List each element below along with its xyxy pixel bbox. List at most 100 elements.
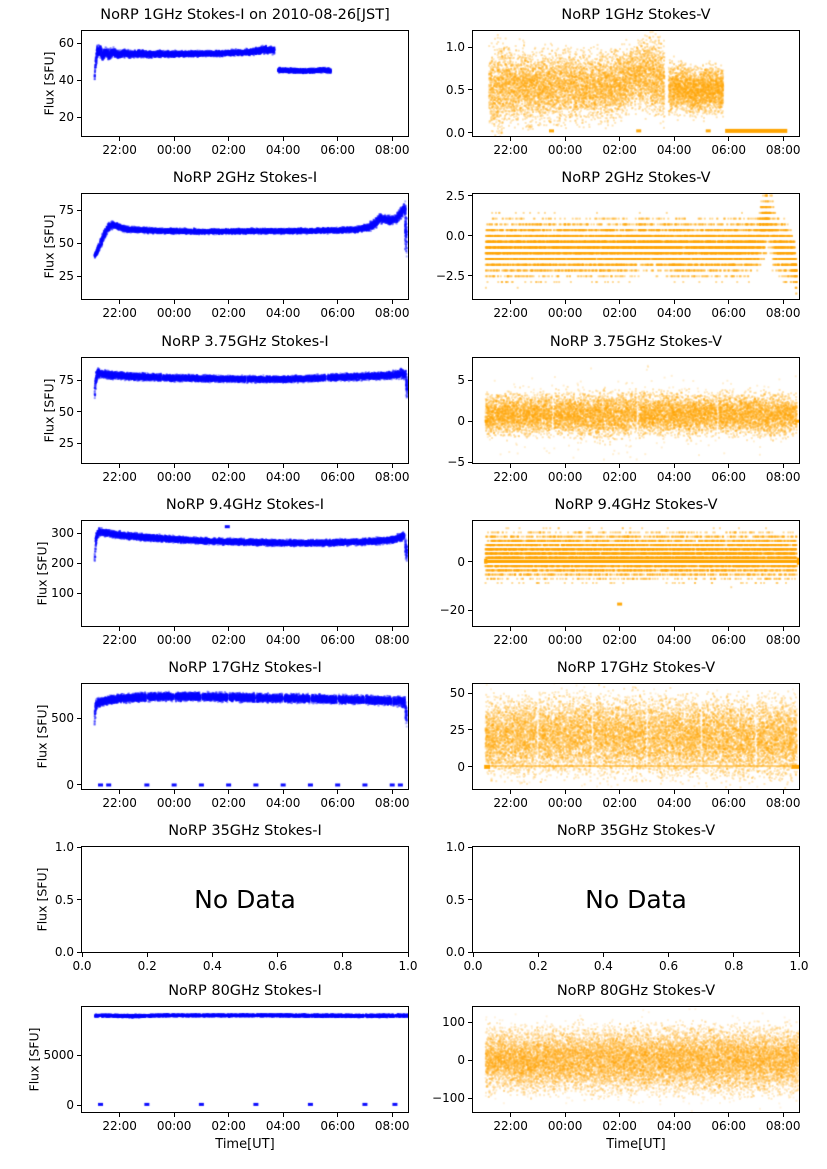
y-tick-label: 1.0	[54, 840, 74, 854]
x-tick-label: 22:00	[102, 633, 137, 647]
y-tick-label: −100	[432, 1091, 465, 1106]
y-tick-mark	[77, 1104, 81, 1106]
x-tick-label: 1.0	[789, 959, 809, 973]
axes-area-80ghz-stokes-v	[472, 1006, 800, 1113]
y-tick-mark	[468, 1021, 472, 1023]
x-tick-label: 06:00	[320, 1119, 355, 1133]
x-tick-mark	[619, 464, 621, 468]
x-tick-label: 02:00	[602, 1119, 637, 1133]
y-tick-mark	[468, 132, 472, 134]
x-tick-label: 04:00	[265, 1119, 301, 1133]
y-tick-label: 1.0	[445, 840, 465, 854]
x-tick-mark	[510, 137, 512, 141]
x-tick-mark	[564, 790, 566, 794]
x-tick-label: 02:00	[211, 470, 246, 484]
x-tick-mark	[619, 1113, 621, 1117]
x-tick-mark	[119, 1113, 121, 1117]
x-tick-mark	[782, 1113, 784, 1117]
plot-title-35ghz-stokes-v: NoRP 35GHz Stokes-V	[556, 823, 716, 839]
plot-canvas-2ghz-stokes-i	[82, 194, 408, 299]
x-tick-mark	[119, 300, 121, 304]
x-tick-label: 0.6	[268, 959, 288, 973]
x-tick-label: 00:00	[547, 306, 583, 320]
y-tick-label: 0	[457, 554, 465, 569]
x-tick-mark	[673, 300, 675, 304]
x-tick-label: 22:00	[102, 470, 137, 484]
x-tick-label: 06:00	[711, 306, 746, 320]
x-tick-mark	[782, 790, 784, 794]
x-tick-label: 06:00	[320, 470, 355, 484]
y-tick-mark	[77, 379, 81, 381]
x-tick-mark	[342, 953, 344, 957]
x-tick-label: 00:00	[156, 143, 192, 157]
plot-title-1ghz-stokes-v: NoRP 1GHz Stokes-V	[561, 7, 711, 23]
x-tick-label: 00:00	[156, 1119, 192, 1133]
y-tick-label: 0	[457, 1053, 465, 1068]
y-tick-label: 0	[66, 1098, 74, 1112]
x-tick-label: 04:00	[656, 796, 692, 810]
x-axis-label: Time[UT]	[606, 1137, 666, 1152]
x-tick-label: 06:00	[320, 633, 355, 647]
x-tick-label: 04:00	[265, 306, 301, 320]
axes-area-17ghz-stokes-v	[472, 683, 800, 790]
x-tick-label: 06:00	[320, 306, 355, 320]
x-tick-label: 06:00	[320, 796, 355, 810]
x-tick-mark	[277, 953, 279, 957]
x-tick-mark	[119, 790, 121, 794]
x-tick-label: 04:00	[656, 470, 692, 484]
plot-title-17ghz-stokes-v: NoRP 17GHz Stokes-V	[556, 660, 716, 676]
x-tick-mark	[564, 1113, 566, 1117]
axes-area-1ghz-stokes-v	[472, 30, 800, 137]
y-tick-mark	[468, 1059, 472, 1061]
x-tick-label: 22:00	[102, 1119, 137, 1133]
x-tick-mark	[173, 137, 175, 141]
x-tick-mark	[728, 137, 730, 141]
y-tick-mark	[468, 846, 472, 848]
x-tick-label: 00:00	[156, 470, 192, 484]
y-tick-mark	[468, 899, 472, 900]
y-tick-label: 2.5	[445, 188, 465, 203]
y-tick-mark	[77, 562, 81, 564]
plot-title-2ghz-stokes-v: NoRP 2GHz Stokes-V	[561, 170, 711, 186]
no-data-text: No Data	[194, 885, 296, 914]
x-tick-label: 08:00	[374, 470, 410, 484]
y-tick-label: 100	[442, 1015, 465, 1030]
x-tick-mark	[798, 953, 800, 957]
x-tick-mark	[407, 953, 409, 957]
x-tick-label: 04:00	[265, 143, 301, 157]
y-tick-mark	[468, 235, 472, 237]
plot-canvas-9.4ghz-stokes-i	[82, 521, 408, 626]
x-tick-mark	[564, 627, 566, 631]
x-tick-label: 0.2	[528, 959, 548, 973]
x-tick-mark	[391, 790, 393, 794]
y-tick-label: 20	[58, 110, 74, 125]
x-tick-mark	[391, 464, 393, 468]
x-tick-label: 04:00	[656, 1119, 692, 1133]
y-tick-mark	[468, 275, 472, 277]
y-tick-label: 50	[58, 404, 74, 419]
x-tick-label: 06:00	[320, 143, 355, 157]
x-tick-mark	[228, 137, 230, 141]
y-tick-label: 0.0	[445, 228, 465, 243]
plot-title-3.75ghz-stokes-v: NoRP 3.75GHz Stokes-V	[549, 334, 723, 350]
x-tick-mark	[228, 1113, 230, 1117]
y-tick-mark	[77, 116, 81, 118]
x-tick-label: 02:00	[211, 143, 246, 157]
x-tick-label: 02:00	[211, 796, 246, 810]
y-tick-label: 0.0	[445, 945, 465, 959]
y-tick-mark	[77, 899, 81, 900]
x-tick-mark	[728, 627, 730, 631]
x-tick-label: 08:00	[765, 143, 801, 157]
x-tick-label: 0.4	[593, 959, 613, 973]
y-tick-label: 25	[58, 269, 74, 284]
x-tick-label: 0.4	[202, 959, 222, 973]
x-tick-label: 02:00	[602, 796, 637, 810]
x-tick-label: 22:00	[493, 306, 528, 320]
y-tick-label: 300	[51, 526, 74, 540]
x-tick-label: 22:00	[493, 470, 528, 484]
